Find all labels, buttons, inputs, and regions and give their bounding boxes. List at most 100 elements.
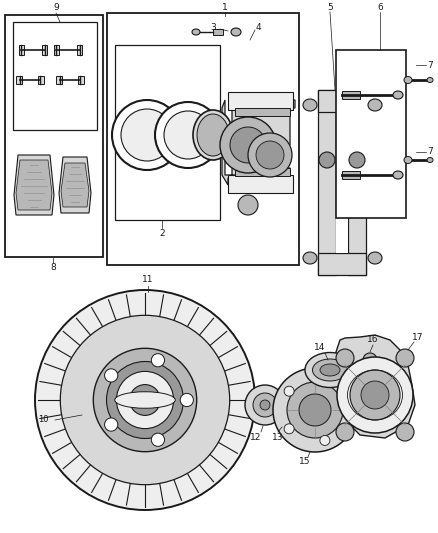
Text: 14: 14 bbox=[314, 343, 326, 352]
Bar bbox=[56, 76, 62, 84]
Ellipse shape bbox=[303, 99, 317, 111]
Circle shape bbox=[230, 127, 266, 163]
Bar bbox=[38, 76, 44, 84]
Circle shape bbox=[105, 369, 118, 382]
Bar bbox=[228, 175, 293, 193]
Bar bbox=[342, 91, 360, 99]
Circle shape bbox=[164, 111, 212, 159]
Circle shape bbox=[35, 290, 255, 510]
Bar bbox=[348, 90, 366, 275]
Circle shape bbox=[60, 316, 230, 484]
Polygon shape bbox=[61, 163, 89, 207]
Circle shape bbox=[350, 370, 400, 420]
Text: 7: 7 bbox=[427, 148, 433, 157]
Text: 7: 7 bbox=[427, 61, 433, 69]
Text: 1: 1 bbox=[222, 4, 228, 12]
Circle shape bbox=[130, 385, 160, 415]
Ellipse shape bbox=[404, 157, 412, 164]
Circle shape bbox=[337, 357, 413, 433]
Circle shape bbox=[361, 381, 389, 409]
Polygon shape bbox=[14, 155, 54, 215]
Ellipse shape bbox=[305, 352, 355, 387]
Text: 3: 3 bbox=[210, 22, 216, 31]
Ellipse shape bbox=[393, 91, 403, 99]
Circle shape bbox=[151, 433, 165, 446]
Ellipse shape bbox=[192, 29, 200, 35]
Bar bbox=[54, 45, 59, 55]
Circle shape bbox=[299, 394, 331, 426]
Text: 8: 8 bbox=[50, 263, 56, 272]
Ellipse shape bbox=[197, 114, 229, 156]
Text: 13: 13 bbox=[272, 433, 284, 442]
Bar bbox=[342, 171, 360, 179]
Circle shape bbox=[112, 100, 182, 170]
Ellipse shape bbox=[427, 157, 433, 163]
Bar bbox=[78, 76, 84, 84]
Ellipse shape bbox=[275, 393, 295, 417]
Bar bbox=[115, 45, 220, 220]
Circle shape bbox=[238, 195, 258, 215]
Text: 11: 11 bbox=[142, 276, 154, 285]
Text: 17: 17 bbox=[412, 334, 424, 343]
Circle shape bbox=[336, 349, 354, 367]
Bar bbox=[318, 253, 366, 275]
Text: 12: 12 bbox=[250, 433, 261, 442]
Bar bbox=[318, 90, 366, 112]
Text: 16: 16 bbox=[367, 335, 379, 344]
Ellipse shape bbox=[115, 392, 175, 408]
Circle shape bbox=[93, 348, 197, 451]
Circle shape bbox=[319, 152, 335, 168]
Circle shape bbox=[320, 435, 330, 446]
Circle shape bbox=[245, 385, 285, 425]
Circle shape bbox=[121, 109, 173, 161]
Text: 9: 9 bbox=[53, 4, 59, 12]
Circle shape bbox=[180, 393, 194, 407]
Circle shape bbox=[396, 349, 414, 367]
Ellipse shape bbox=[279, 398, 291, 413]
Bar bbox=[228, 92, 293, 110]
Circle shape bbox=[336, 423, 354, 441]
Bar bbox=[19, 45, 24, 55]
Bar bbox=[16, 76, 22, 84]
Ellipse shape bbox=[312, 359, 347, 381]
Text: 10: 10 bbox=[38, 416, 48, 424]
Circle shape bbox=[284, 424, 294, 434]
Circle shape bbox=[155, 102, 221, 168]
Bar bbox=[107, 13, 299, 265]
Ellipse shape bbox=[320, 364, 340, 376]
Circle shape bbox=[342, 405, 352, 415]
Circle shape bbox=[248, 133, 292, 177]
Circle shape bbox=[284, 386, 294, 396]
Circle shape bbox=[287, 382, 343, 438]
Circle shape bbox=[253, 393, 277, 417]
Bar bbox=[5, 15, 103, 257]
Circle shape bbox=[106, 361, 184, 439]
Bar bbox=[318, 90, 336, 275]
Bar bbox=[235, 108, 290, 116]
Circle shape bbox=[105, 418, 118, 431]
Ellipse shape bbox=[393, 171, 403, 179]
Ellipse shape bbox=[368, 99, 382, 111]
Bar bbox=[213, 29, 223, 35]
Circle shape bbox=[260, 400, 270, 410]
Ellipse shape bbox=[368, 252, 382, 264]
Bar bbox=[42, 45, 47, 55]
Text: 5: 5 bbox=[327, 4, 333, 12]
Bar bbox=[13, 22, 97, 130]
Text: 4: 4 bbox=[255, 22, 261, 31]
Bar bbox=[77, 45, 82, 55]
Ellipse shape bbox=[427, 77, 433, 83]
Circle shape bbox=[273, 368, 357, 452]
Ellipse shape bbox=[303, 252, 317, 264]
Polygon shape bbox=[59, 157, 91, 213]
Circle shape bbox=[256, 141, 284, 169]
Text: 15: 15 bbox=[299, 457, 311, 466]
Circle shape bbox=[363, 353, 377, 367]
Polygon shape bbox=[333, 335, 415, 438]
Bar bbox=[336, 112, 348, 253]
Text: 2: 2 bbox=[159, 229, 165, 238]
Circle shape bbox=[396, 423, 414, 441]
Circle shape bbox=[151, 354, 165, 367]
Ellipse shape bbox=[404, 77, 412, 84]
Circle shape bbox=[349, 152, 365, 168]
